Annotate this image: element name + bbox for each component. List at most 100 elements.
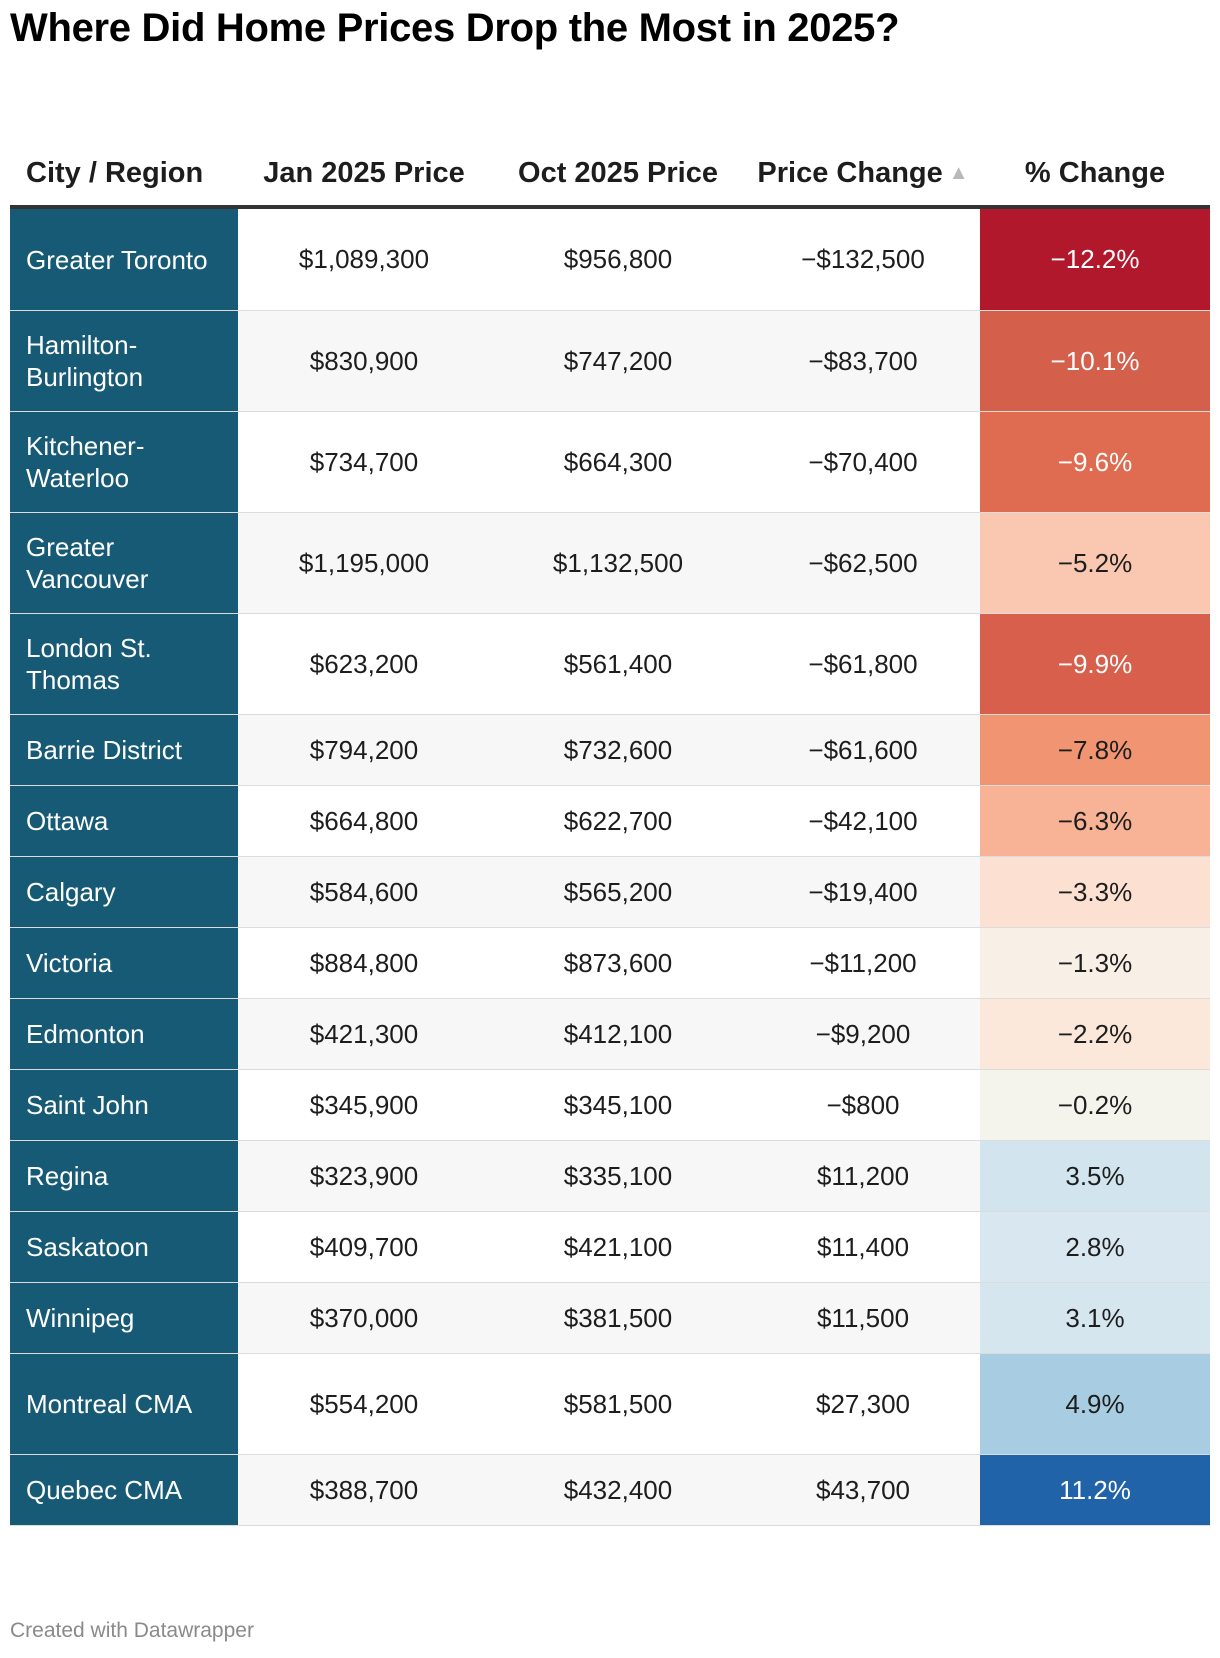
jan-price-cell: $1,089,300 [298, 244, 430, 274]
jan-price-cell: $370,000 [309, 1302, 419, 1333]
pct-change-cell: 3.1% [980, 1283, 1210, 1353]
pct-change-cell: 2.8% [980, 1212, 1210, 1282]
jan-price-cell: $794,200 [309, 734, 419, 765]
jan-price-cell: $884,800 [309, 947, 419, 978]
city-cell: Regina [10, 1141, 238, 1211]
price-change-cell: −$62,500 [808, 547, 918, 578]
price-change-cell: −$70,400 [808, 446, 918, 477]
pct-change-cell: −1.3% [980, 928, 1210, 998]
jan-price-cell: $1,195,000 [298, 547, 430, 578]
header-oct-price[interactable]: Oct 2025 Price [518, 157, 718, 189]
jan-price-cell: $345,900 [309, 1089, 419, 1120]
price-change-cell: −$19,400 [808, 876, 918, 907]
table-row-kitchener-waterloo: Kitchener-Waterloo $734,700 $664,300 −$70,4… [10, 412, 1210, 513]
table-row-victoria: Victoria $884,800 $873,600 −$11,200 −1.3% [10, 928, 1210, 999]
pct-change-cell: 3.5% [980, 1141, 1210, 1211]
jan-price-cell: $323,900 [309, 1160, 419, 1191]
city-cell: Saskatoon [10, 1212, 238, 1282]
pct-change-cell: −6.3% [980, 786, 1210, 856]
price-change-cell: $43,700 [816, 1474, 910, 1505]
jan-price-cell: $584,600 [309, 876, 419, 907]
price-change-cell: −$61,600 [808, 734, 918, 765]
oct-price-cell: $956,800 [563, 244, 673, 274]
jan-price-cell: $409,700 [309, 1231, 419, 1262]
oct-price-cell: $622,700 [563, 805, 673, 836]
pct-change-cell: −2.2% [980, 999, 1210, 1069]
city-cell: Barrie District [10, 715, 238, 785]
price-change-cell: $11,400 [816, 1231, 910, 1262]
oct-price-cell: $732,600 [563, 734, 673, 765]
jan-price-cell: $554,200 [309, 1388, 419, 1419]
table-row-edmonton: Edmonton $421,300 $412,100 −$9,200 −2.2% [10, 999, 1210, 1070]
jan-price-cell: $388,700 [309, 1474, 419, 1505]
triangle-up-icon[interactable]: ▲ [948, 162, 969, 184]
table-row-regina: Regina $323,900 $335,100 $11,200 3.5% [10, 1141, 1210, 1212]
city-cell: Calgary [10, 857, 238, 927]
pct-change-cell: −5.2% [980, 513, 1210, 613]
oct-price-cell: $581,500 [563, 1388, 673, 1419]
pct-change-cell: −9.6% [980, 412, 1210, 512]
oct-price-cell: $335,100 [563, 1160, 673, 1191]
table-body: Greater Toronto $1,089,300 $956,800 −$132,5… [10, 209, 1210, 1526]
city-cell: Edmonton [10, 999, 238, 1069]
oct-price-cell: $561,400 [563, 648, 673, 679]
table-row-greater-toronto: Greater Toronto $1,089,300 $956,800 −$132,5… [10, 209, 1210, 311]
oct-price-cell: $873,600 [563, 947, 673, 978]
oct-price-cell: $345,100 [563, 1089, 673, 1120]
pct-change-cell: −9.9% [980, 614, 1210, 714]
pct-change-cell: −3.3% [980, 857, 1210, 927]
table-row-saint-john: Saint John $345,900 $345,100 −$800 −0.2% [10, 1070, 1210, 1141]
price-change-cell: $11,200 [816, 1160, 910, 1191]
oct-price-cell: $381,500 [563, 1302, 673, 1333]
pct-change-cell: −7.8% [980, 715, 1210, 785]
table-row-ottawa: Ottawa $664,800 $622,700 −$42,100 −6.3% [10, 786, 1210, 857]
city-cell: Hamilton-Burlington [10, 311, 238, 411]
header-price-change[interactable]: Price Change ▲ [757, 157, 969, 189]
oct-price-cell: $412,100 [563, 1018, 673, 1049]
oct-price-cell: $747,200 [563, 345, 673, 376]
jan-price-cell: $623,200 [309, 648, 419, 679]
price-change-cell: −$800 [826, 1089, 900, 1120]
price-change-cell: −$132,500 [801, 244, 925, 274]
price-change-cell: $27,300 [816, 1388, 910, 1419]
table-header: City / Region Jan 2025 Price Oct 2025 Pr… [10, 108, 1210, 209]
table-row-hamilton-burlington: Hamilton-Burlington $830,900 $747,200 −$83,… [10, 311, 1210, 412]
table-row-barrie-district: Barrie District $794,200 $732,600 −$61,600 −… [10, 715, 1210, 786]
city-cell: Quebec CMA [10, 1455, 238, 1525]
oct-price-cell: $664,300 [563, 446, 673, 477]
city-cell: Ottawa [10, 786, 238, 856]
pct-change-cell: 11.2% [980, 1455, 1210, 1525]
table-row-greater-vancouver: Greater Vancouver $1,195,000 $1,132,500 −$6… [10, 513, 1210, 614]
pct-change-cell: −10.1% [980, 311, 1210, 411]
table-row-montreal-cma: Montreal CMA $554,200 $581,500 $27,300 4.9% [10, 1354, 1210, 1455]
table-row-saskatoon: Saskatoon $409,700 $421,100 $11,400 2.8% [10, 1212, 1210, 1283]
pct-change-cell: 4.9% [980, 1354, 1210, 1454]
chart-title: Where Did Home Prices Drop the Most in 2… [10, 6, 900, 50]
oct-price-cell: $1,132,500 [552, 547, 684, 578]
city-cell: Greater Toronto [10, 209, 238, 310]
table-row-winnipeg: Winnipeg $370,000 $381,500 $11,500 3.1% [10, 1283, 1210, 1354]
city-cell: Victoria [10, 928, 238, 998]
oct-price-cell: $565,200 [563, 876, 673, 907]
price-change-cell: −$83,700 [808, 345, 918, 376]
footer-credit[interactable]: Created with Datawrapper [10, 1619, 254, 1642]
header-jan-price[interactable]: Jan 2025 Price [263, 157, 465, 189]
data-table: City / Region Jan 2025 Price Oct 2025 Pr… [10, 108, 1210, 1526]
jan-price-cell: $830,900 [309, 345, 419, 376]
header-city[interactable]: City / Region [26, 157, 204, 189]
header-pct-change[interactable]: % Change [1024, 157, 1166, 189]
jan-price-cell: $734,700 [309, 446, 419, 477]
city-cell: London St. Thomas [10, 614, 238, 714]
city-cell: Winnipeg [10, 1283, 238, 1353]
pct-change-cell: −12.2% [980, 209, 1210, 310]
city-cell: Greater Vancouver [10, 513, 238, 613]
table-row-quebec-cma: Quebec CMA $388,700 $432,400 $43,700 11.2% [10, 1455, 1210, 1526]
city-cell: Kitchener-Waterloo [10, 412, 238, 512]
jan-price-cell: $421,300 [309, 1018, 419, 1049]
price-change-cell: $11,500 [816, 1302, 910, 1333]
pct-change-cell: −0.2% [980, 1070, 1210, 1140]
oct-price-cell: $421,100 [563, 1231, 673, 1262]
city-cell: Saint John [10, 1070, 238, 1140]
price-change-cell: −$61,800 [808, 648, 918, 679]
jan-price-cell: $664,800 [309, 805, 419, 836]
